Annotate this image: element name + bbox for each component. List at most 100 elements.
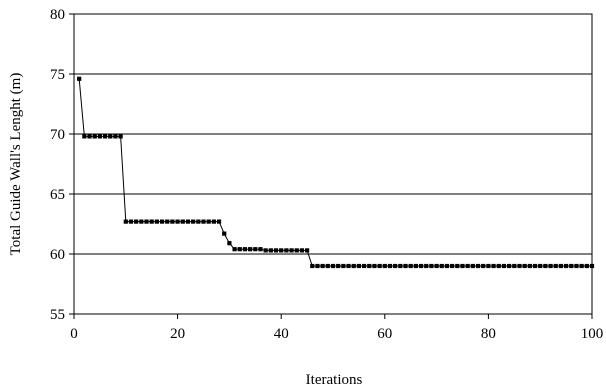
data-point	[564, 263, 569, 269]
x-axis: 0 20 40 60 80 100	[70, 314, 603, 342]
data-point	[108, 134, 113, 139]
x-axis-title: Iterations	[306, 372, 363, 388]
data-point	[165, 219, 170, 224]
data-point	[289, 248, 294, 253]
y-tick-label: 55	[50, 307, 65, 323]
data-point	[574, 263, 579, 269]
data-point	[481, 263, 486, 269]
data-point	[558, 263, 564, 269]
data-point	[475, 263, 481, 269]
data-point	[569, 263, 574, 269]
data-point	[507, 263, 512, 269]
data-point	[279, 248, 284, 253]
data-point	[553, 263, 558, 269]
y-axis: 55 60 65 70 75 80	[50, 7, 74, 323]
data-point	[543, 263, 548, 269]
data-point	[377, 263, 382, 269]
data-point	[128, 219, 134, 224]
data-point	[372, 263, 377, 269]
data-point	[144, 219, 149, 224]
data-point	[367, 263, 372, 269]
y-tick-label: 65	[50, 187, 65, 203]
data-point	[418, 263, 424, 269]
data-point	[87, 134, 92, 139]
data-point	[434, 263, 439, 269]
data-point	[501, 263, 507, 269]
data-point	[102, 134, 108, 139]
data-point	[444, 263, 450, 269]
x-tick-label: 100	[581, 326, 604, 342]
data-point	[149, 219, 154, 224]
data-point	[584, 263, 589, 269]
data-point	[248, 247, 253, 252]
data-point	[273, 248, 279, 253]
data-point	[175, 219, 180, 224]
data-point	[242, 247, 248, 252]
data-point	[341, 263, 346, 269]
data-point	[154, 219, 159, 224]
series-line	[78, 78, 592, 267]
data-point	[491, 263, 496, 269]
data-point	[424, 263, 429, 269]
data-point	[237, 247, 242, 252]
data-point	[299, 248, 305, 253]
y-tick-label: 60	[50, 247, 65, 263]
data-point	[532, 263, 538, 269]
data-point	[450, 263, 455, 269]
data-point	[196, 219, 201, 224]
x-tick-label: 0	[70, 326, 78, 342]
data-point	[170, 219, 175, 224]
data-point	[398, 263, 403, 269]
data-point	[408, 263, 413, 269]
data-point	[387, 263, 393, 269]
data-point	[284, 248, 289, 253]
data-point	[527, 263, 532, 269]
data-point	[211, 219, 216, 224]
x-tick-label: 40	[274, 326, 289, 342]
data-point	[579, 263, 584, 269]
data-point	[180, 219, 185, 224]
x-tick-label: 80	[481, 326, 496, 342]
data-point	[351, 263, 356, 269]
data-point	[470, 263, 475, 269]
data-point	[206, 219, 211, 224]
data-point	[227, 241, 232, 246]
data-point	[356, 263, 361, 269]
data-point	[439, 263, 444, 269]
data-point	[429, 263, 434, 269]
data-point	[268, 248, 273, 253]
data-point	[216, 219, 222, 224]
plot-area	[73, 13, 593, 315]
data-point	[455, 263, 460, 269]
y-tick-label: 80	[50, 7, 65, 23]
series-markers	[77, 76, 595, 269]
x-tick-label: 20	[170, 326, 185, 342]
data-point	[403, 263, 408, 269]
data-point	[92, 134, 97, 139]
grid-lines	[74, 13, 592, 315]
data-point	[512, 263, 517, 269]
data-point	[97, 134, 102, 139]
data-point	[118, 134, 123, 139]
data-point	[201, 219, 206, 224]
data-point	[310, 263, 315, 269]
data-point	[361, 263, 367, 269]
data-point	[496, 263, 501, 269]
data-point	[139, 219, 144, 224]
data-point	[465, 263, 470, 269]
data-point	[159, 219, 165, 224]
data-point	[346, 263, 351, 269]
data-point	[517, 263, 522, 269]
data-point	[413, 263, 418, 269]
data-point	[134, 219, 139, 224]
data-point	[393, 263, 398, 269]
data-point	[548, 263, 553, 269]
y-tick-label: 70	[50, 127, 65, 143]
data-point	[294, 248, 299, 253]
data-point	[320, 263, 325, 269]
data-point	[123, 219, 128, 224]
data-point	[191, 219, 196, 224]
data-point	[538, 263, 543, 269]
data-point	[185, 219, 191, 224]
data-point	[522, 263, 527, 269]
